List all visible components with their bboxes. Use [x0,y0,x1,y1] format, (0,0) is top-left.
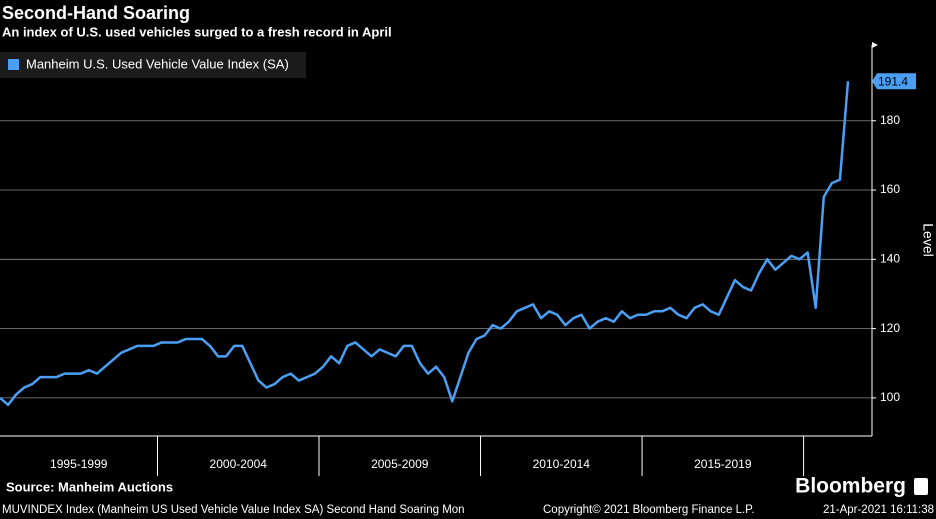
legend-swatch [8,59,19,70]
x-tick-label: 2010-2014 [533,457,591,471]
copyright: Copyright© 2021 Bloomberg Finance L.P. [543,504,755,516]
x-tick-label: 2000-2004 [210,457,268,471]
chart-subtitle: An index of U.S. used vehicles surged to… [2,24,392,39]
last-value-tag [872,73,916,90]
y-tick-label: 140 [880,251,900,265]
logo: Bloomberg [795,475,906,498]
y-axis-label: Level [920,223,936,256]
y-tick-label: 180 [880,113,900,127]
timestamp: 21-Apr-2021 16:11:38 [823,504,934,516]
y-tick-label: 100 [880,390,900,404]
footer: MUVINDEX Index (Manheim US Used Vehicle … [2,504,465,516]
y-tick-label: 160 [880,182,900,196]
logo-icon [914,478,928,495]
legend-label: Manheim U.S. Used Vehicle Value Index (S… [26,56,289,71]
series-line [0,81,850,407]
x-tick-label: 1995-1999 [50,457,108,471]
chart-title: Second-Hand Soaring [2,3,190,23]
last-value-label: 191.4 [878,74,908,88]
source: Source: Manheim Auctions [6,479,173,494]
y-tick-label: 120 [880,321,900,335]
axis-arrow [872,42,878,48]
x-tick-label: 2005-2009 [371,457,429,471]
x-tick-label: 2015-2019 [694,457,752,471]
legend-box [0,52,306,78]
